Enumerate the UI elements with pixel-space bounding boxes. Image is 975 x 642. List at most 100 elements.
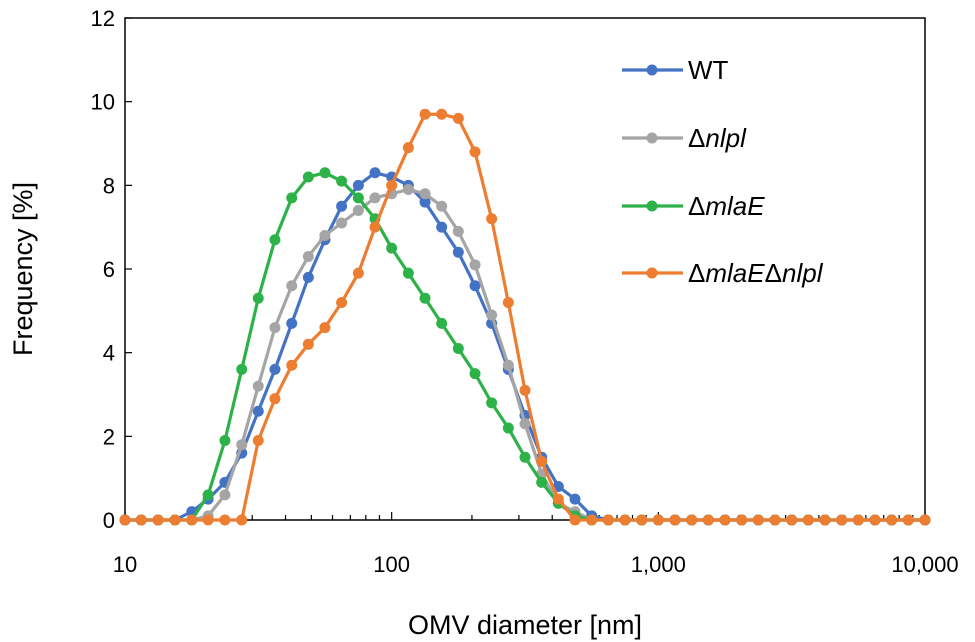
y-tick-label: 2	[103, 424, 115, 449]
data-point	[302, 338, 314, 350]
data-point	[369, 167, 381, 179]
data-point	[886, 514, 898, 526]
y-axis-ticks: 0 2 4 6 8 10 12	[91, 6, 132, 533]
data-point	[386, 242, 398, 254]
data-point	[536, 455, 548, 467]
data-point	[269, 322, 281, 334]
legend-swatch-marker	[646, 267, 658, 279]
data-point	[502, 422, 514, 434]
data-point	[502, 296, 514, 308]
data-point	[619, 514, 631, 526]
data-point	[686, 514, 698, 526]
data-point	[319, 230, 331, 242]
data-point	[486, 309, 498, 321]
data-point	[386, 179, 398, 191]
y-tick-label: 12	[91, 6, 115, 31]
data-point	[269, 363, 281, 375]
data-point	[336, 296, 348, 308]
data-point	[452, 342, 464, 354]
data-point	[236, 363, 248, 375]
data-point	[419, 188, 431, 200]
data-point	[469, 368, 481, 380]
y-axis-title: Frequency [%]	[8, 182, 38, 356]
legend-label: ΔmlaE	[688, 191, 765, 221]
data-point	[519, 418, 531, 430]
data-point	[286, 280, 298, 292]
data-point	[469, 280, 481, 292]
data-point	[252, 435, 264, 447]
data-point	[252, 380, 264, 392]
data-point	[436, 108, 448, 120]
data-point	[202, 514, 214, 526]
data-point	[702, 514, 714, 526]
series-1	[119, 184, 931, 526]
data-point	[452, 112, 464, 124]
y-tick-label: 0	[103, 508, 115, 533]
data-point	[402, 184, 414, 196]
series-layer	[119, 108, 931, 526]
data-point	[452, 225, 464, 237]
data-point	[636, 514, 648, 526]
data-point	[519, 451, 531, 463]
data-point	[319, 167, 331, 179]
data-point	[252, 405, 264, 417]
data-point	[836, 514, 848, 526]
data-point	[752, 514, 764, 526]
series-line	[125, 171, 925, 522]
data-point	[852, 514, 864, 526]
y-tick-label: 6	[103, 257, 115, 282]
data-point	[269, 393, 281, 405]
legend: WT Δnlpl ΔmlaE ΔmlaEΔnlpl	[622, 55, 824, 288]
x-tick-label: 1,000	[631, 552, 686, 577]
data-point	[552, 493, 564, 505]
series-line	[125, 171, 925, 522]
data-point	[336, 217, 348, 229]
legend-swatch-marker	[646, 132, 658, 144]
data-point	[419, 108, 431, 120]
data-point	[436, 317, 448, 329]
legend-label: Δnlpl	[688, 123, 747, 153]
data-point	[802, 514, 814, 526]
data-point	[469, 146, 481, 158]
data-point	[436, 200, 448, 212]
data-point	[402, 267, 414, 279]
data-point	[352, 267, 364, 279]
data-point	[769, 514, 781, 526]
data-point	[436, 221, 448, 233]
data-point	[336, 175, 348, 187]
data-point	[719, 514, 731, 526]
data-point	[419, 292, 431, 304]
data-point	[286, 359, 298, 371]
x-tick-label: 10,000	[891, 552, 958, 577]
data-point	[736, 514, 748, 526]
x-tick-label: 100	[373, 552, 410, 577]
data-point	[269, 234, 281, 246]
data-point	[352, 179, 364, 191]
data-point	[536, 476, 548, 488]
data-point	[819, 514, 831, 526]
legend-item: ΔmlaEΔnlpl	[622, 258, 824, 288]
data-point	[786, 514, 798, 526]
data-point	[419, 196, 431, 208]
data-point	[186, 514, 198, 526]
data-point	[569, 493, 581, 505]
data-point	[369, 221, 381, 233]
y-tick-label: 10	[91, 90, 115, 115]
data-point	[286, 317, 298, 329]
data-point	[452, 246, 464, 258]
legend-item: Δnlpl	[622, 123, 747, 153]
data-point	[202, 489, 214, 501]
data-point	[236, 439, 248, 451]
data-point	[352, 192, 364, 204]
data-point	[486, 397, 498, 409]
legend-label: ΔmlaEΔnlpl	[688, 258, 824, 288]
series-0	[119, 167, 931, 526]
data-point	[135, 514, 147, 526]
data-point	[152, 514, 164, 526]
data-point	[469, 259, 481, 271]
series-3	[119, 108, 931, 526]
data-point	[252, 292, 264, 304]
data-point	[502, 359, 514, 371]
data-point	[486, 213, 498, 225]
